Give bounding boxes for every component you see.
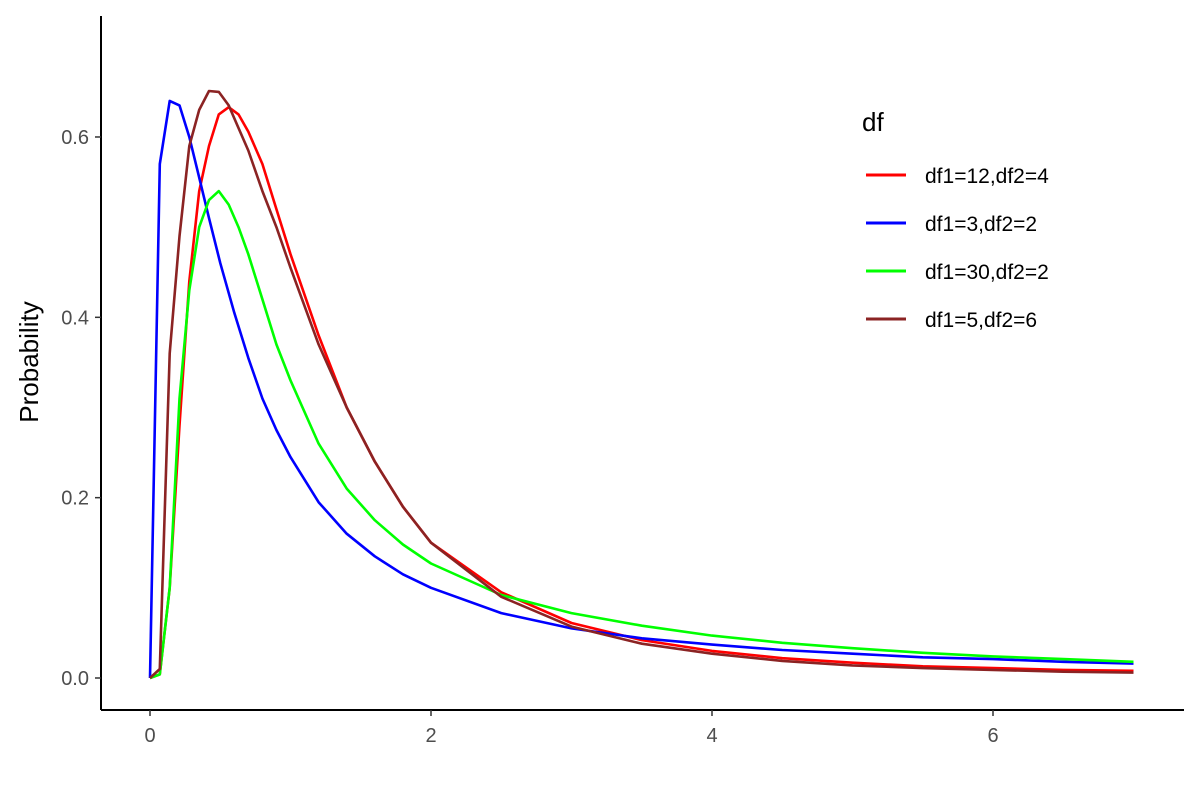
legend-label-4: df1=5,df2=6 [925,309,1037,332]
y-tick-label: 0.6 [61,127,89,149]
legend-title: df [862,107,884,137]
legend-label-3: df1=30,df2=2 [925,261,1049,284]
x-tick-label: 0 [144,725,155,747]
plot-lines [148,89,1134,680]
legend-label-2: df1=3,df2=2 [925,213,1037,236]
series-line-3 [149,189,1134,680]
y-tick-label: 0.4 [61,307,89,329]
series-line-2 [148,99,1134,679]
legend: df df1=12,df2=4df1=3,df2=2df1=30,df2=2df… [862,107,1049,332]
legend-label-1: df1=12,df2=4 [925,165,1049,188]
series-line-1 [149,105,1134,680]
y-tick-label: 0.2 [61,488,89,510]
y-tick-label: 0.0 [61,668,89,690]
series-line-4 [149,89,1134,679]
x-tick-label: 4 [706,725,717,747]
x-tick-label: 6 [987,725,998,747]
legend-items: df1=12,df2=4 df1=3,df2=2 df1=30,df2=2 df1=5… [866,165,1049,332]
axes: 0.0 0.2 0.4 0.6 0 2 4 6 [61,16,1184,747]
y-axis-title: Probability [14,301,44,422]
x-tick-label: 2 [425,725,436,747]
